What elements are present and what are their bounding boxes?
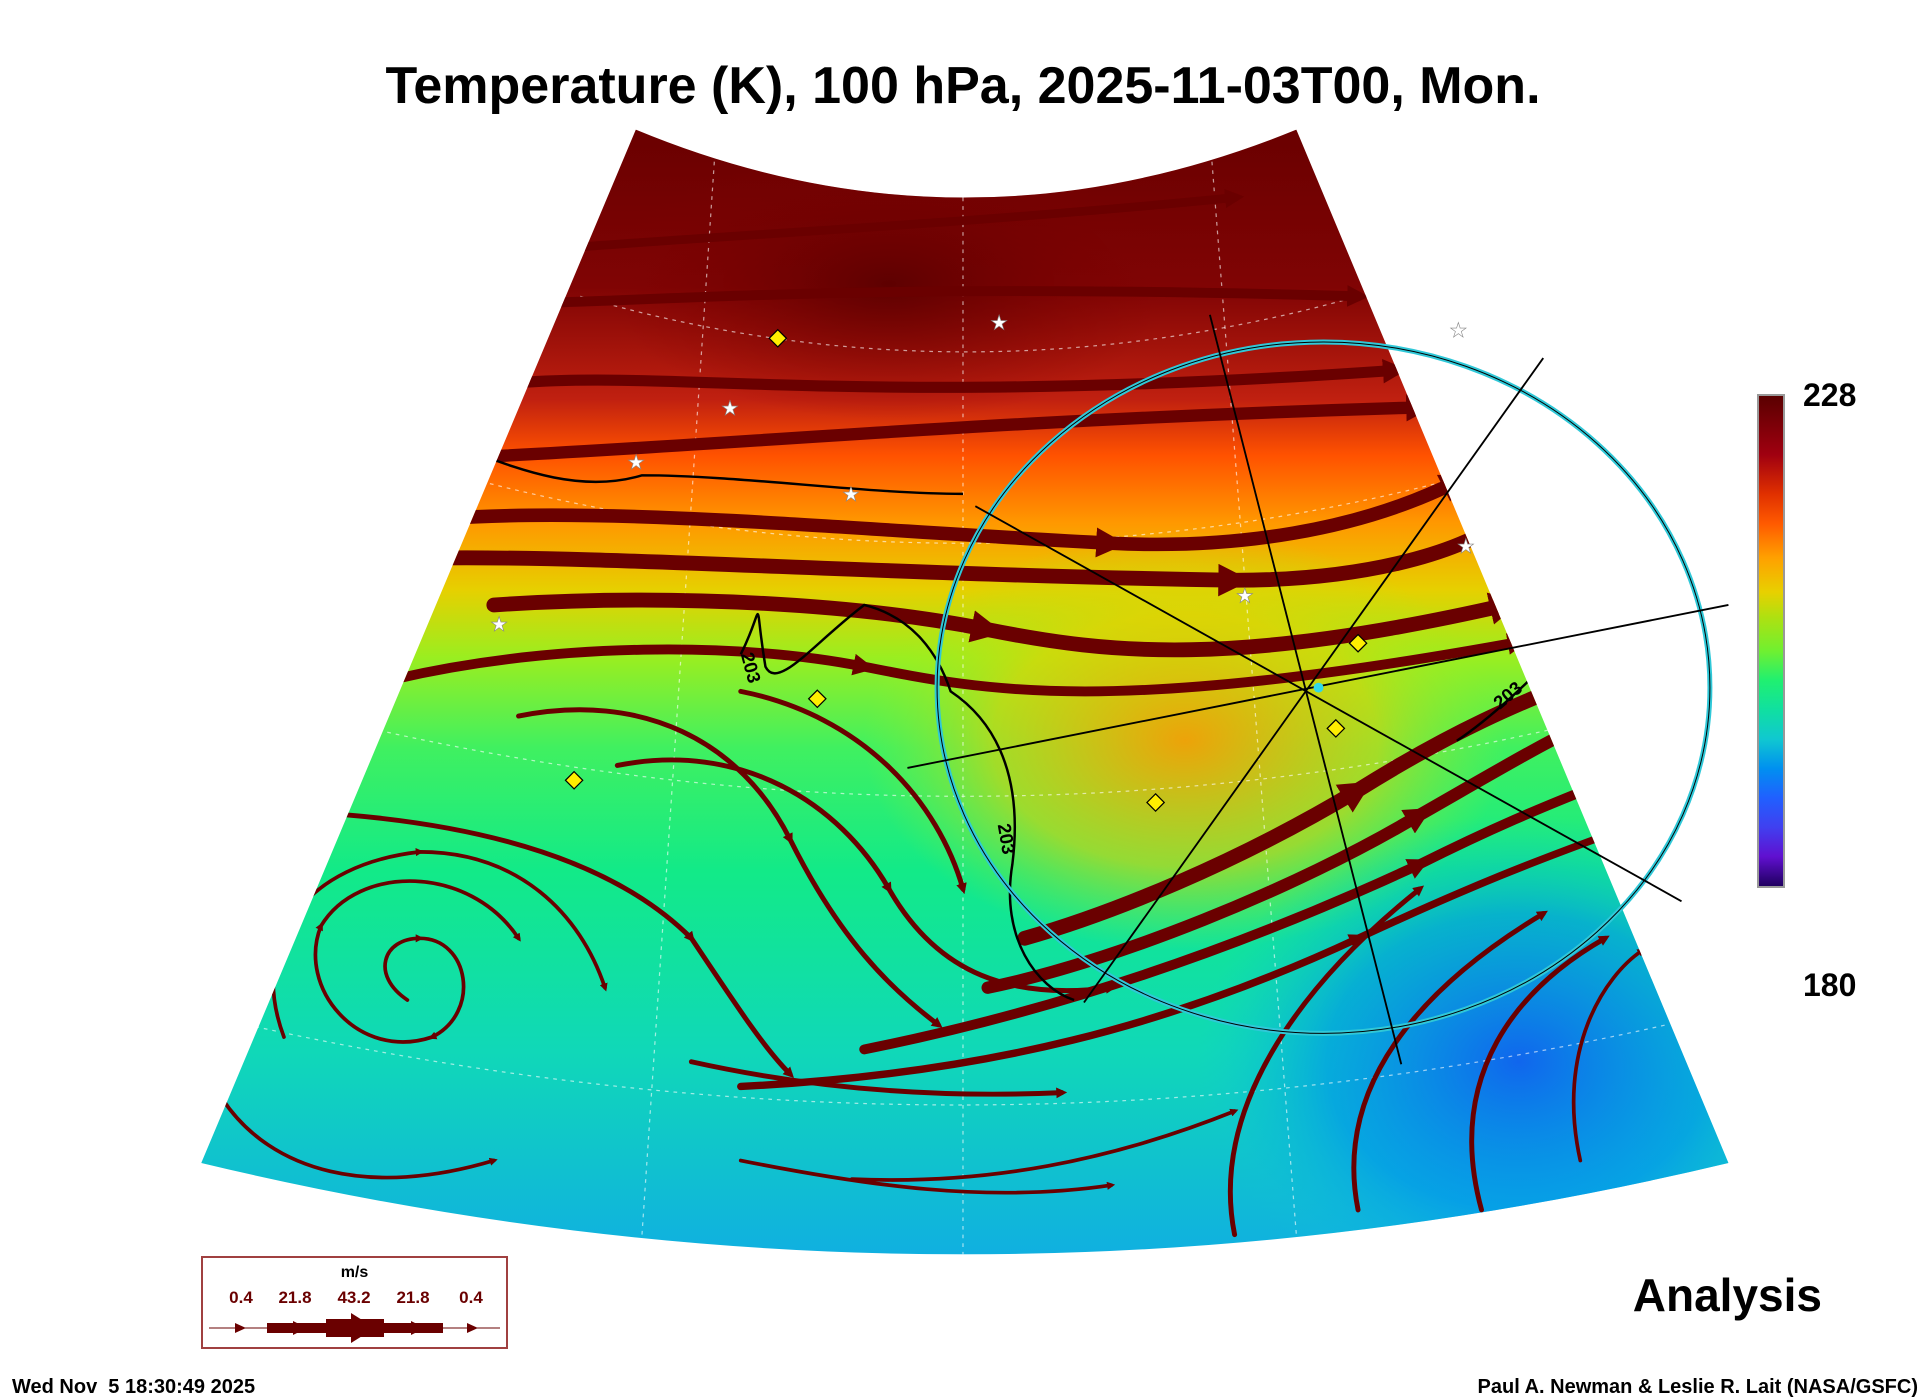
- star-marker: ★: [1449, 320, 1467, 342]
- wind-streamline: [343, 812, 794, 1078]
- star-marker: ★: [1236, 585, 1254, 607]
- colorbar: [1757, 394, 1785, 888]
- wind-streamline: [738, 1158, 1116, 1195]
- star-marker: ★: [990, 313, 1008, 335]
- station-diamond-marker: [768, 328, 788, 348]
- wind-legend: m/s 0.4 21.8 43.2 21.8 0.4: [201, 1256, 508, 1349]
- observation-ring: [907, 314, 1729, 1065]
- wind-legend-value: 0.4: [229, 1288, 253, 1307]
- star-marker: ★: [627, 452, 645, 474]
- center-marker: [1313, 682, 1324, 693]
- star-marker: ★: [490, 614, 508, 636]
- station-diamond-marker: [1348, 633, 1368, 653]
- wind-legend-unit: m/s: [340, 1264, 369, 1281]
- wind-streamline: [475, 394, 1434, 463]
- wind-streamline: [313, 879, 521, 1044]
- credit: Paul A. Newman & Leslie R. Lait (NASA/GS…: [1477, 1376, 1918, 1398]
- wind-streamline: [688, 1059, 1068, 1099]
- wind-legend-value: 43.2: [337, 1288, 371, 1307]
- station-diamond-marker: [1326, 718, 1346, 738]
- wind-legend-arrows: [209, 1313, 500, 1343]
- star-marker: ★: [842, 484, 860, 506]
- wind-legend-value: 0.4: [459, 1288, 483, 1307]
- station-diamond-marker: [1146, 792, 1166, 813]
- wind-streamline: [738, 688, 967, 895]
- wind-legend-value: 21.8: [396, 1288, 430, 1307]
- wind-streamline: [516, 707, 943, 1028]
- wind-streamline: [1228, 885, 1425, 1238]
- wind-streamline: [424, 508, 1520, 597]
- colorbar-min-label: 180: [1803, 967, 1857, 1003]
- wind-streamline: [1571, 948, 1646, 1163]
- station-diamond-marker: [564, 770, 584, 790]
- wind-streamline: [390, 633, 1530, 697]
- wind-legend-value: 21.8: [278, 1288, 312, 1307]
- wind-streamline: [737, 811, 1662, 1091]
- wind-streamline: [512, 359, 1408, 393]
- wind-streamline: [575, 189, 1245, 252]
- wind-streamline: [550, 285, 1369, 308]
- colorbar-max-label: 228: [1803, 377, 1857, 413]
- timestamp: Wed Nov 5 18:30:49 2025: [12, 1376, 256, 1398]
- wind-streamline: [850, 1108, 1239, 1182]
- station-diamond-marker: [807, 689, 827, 709]
- star-marker: ★: [721, 398, 739, 420]
- temperature-field: 203 203 203: [201, 129, 1729, 1255]
- contour-label: 203: [994, 822, 1020, 856]
- wind-streamline: [220, 1096, 498, 1180]
- analysis-label: Analysis: [1632, 1269, 1822, 1321]
- wind-streamline: [1469, 935, 1610, 1213]
- chart-title: Temperature (K), 100 hPa, 2025-11-03T00,…: [385, 57, 1541, 115]
- star-marker: ★: [1457, 536, 1475, 558]
